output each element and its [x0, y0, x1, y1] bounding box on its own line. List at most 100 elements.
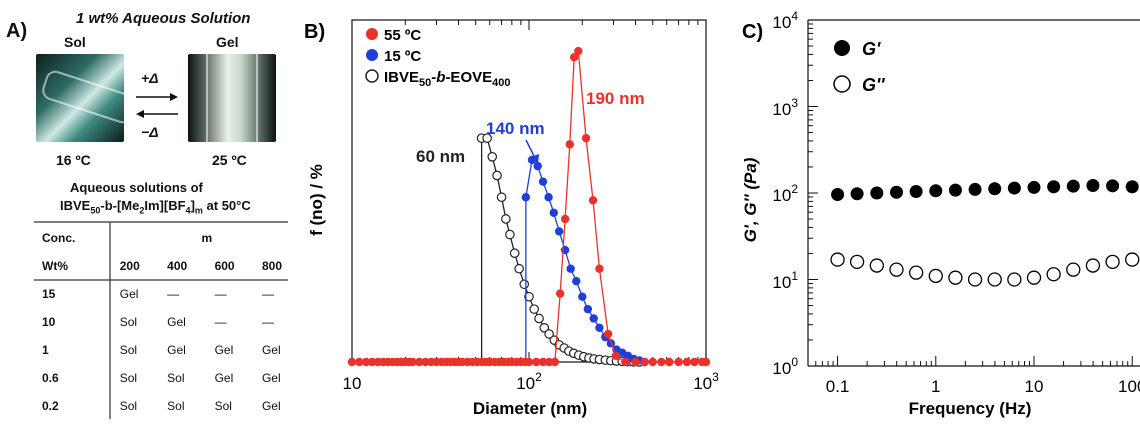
data-point-55c	[555, 289, 565, 298]
data-point-g-double-prime	[1125, 252, 1140, 267]
data-point-55c	[674, 357, 683, 367]
m-value: 400	[167, 259, 188, 273]
data-point-15c	[560, 245, 570, 255]
state-cell: Gel	[167, 343, 186, 357]
state-cell: Sol	[119, 343, 138, 357]
state-cell: Gel	[119, 287, 139, 301]
legend-label-g-double-prime: G''	[862, 75, 885, 95]
legend-marker-g-prime	[834, 40, 850, 56]
table-row: 15 Gel — — —	[36, 280, 300, 308]
x-tick-label-1000: 103	[693, 370, 719, 393]
legend-marker-15c	[366, 49, 378, 61]
data-point-g-double-prime	[1026, 270, 1042, 285]
data-point-55c	[550, 357, 560, 367]
data-point-precursor	[539, 322, 550, 333]
data-point-55c	[560, 214, 570, 224]
data-point-precursor	[519, 279, 530, 290]
data-point-g-prime	[988, 182, 1002, 196]
data-point-55c	[595, 264, 604, 273]
rheology-chart: C) G', G'' (Pa) Frequency (Hz) 104 103 1…	[741, 9, 1140, 418]
data-point-precursor	[544, 329, 554, 339]
state-cell: Gel	[214, 371, 234, 385]
data-point-55c	[524, 357, 534, 367]
legend: 55 ºC 15 ºC IBVE50-b-EOVE400	[365, 27, 510, 89]
series-line-55c	[352, 49, 706, 363]
data-point-g-double-prime	[967, 272, 983, 287]
state-cell: Sol	[214, 399, 232, 413]
data-point-15c	[549, 208, 558, 217]
panel-c: C) G', G'' (Pa) Frequency (Hz) 104 103 1…	[740, 0, 1140, 419]
data-point-15c	[578, 292, 587, 301]
table-row: 10 Sol Gel — —	[36, 308, 300, 336]
table-caption-line1: Aqueous solutions of	[70, 180, 203, 195]
legend-label-g-prime: G'	[862, 39, 881, 59]
m-value: 600	[214, 259, 235, 273]
table-row: 1 Sol Gel Gel Gel	[36, 336, 300, 364]
peak-arrowhead-140nm	[531, 154, 539, 164]
data-point-55c	[648, 357, 657, 367]
gel-vial-photo	[188, 54, 276, 142]
data-point-g-prime	[1027, 180, 1041, 194]
x-axis-label: Diameter (nm)	[473, 399, 587, 418]
data-point-precursor	[501, 214, 511, 224]
sol-label: Sol	[64, 34, 86, 50]
legend-marker-55c	[366, 28, 378, 40]
gel-temperature: 25 ºC	[212, 152, 247, 168]
data-point-g-prime	[1086, 179, 1100, 193]
data-point-55c	[347, 357, 357, 367]
data-point-15c	[572, 276, 581, 286]
state-cell: Sol	[167, 371, 185, 385]
data-point-15c	[538, 177, 548, 186]
data-point-precursor	[482, 133, 492, 143]
x-axis-label: Frequency (Hz)	[909, 399, 1032, 418]
data-point-g-prime	[850, 187, 864, 201]
state-cell: —	[261, 287, 274, 301]
conc-cell: 0.2	[42, 399, 59, 413]
legend-label-55c: 55 ºC	[384, 27, 421, 44]
data-point-15c	[544, 193, 553, 202]
data-point-g-double-prime	[889, 262, 904, 277]
data-point-g-double-prime	[987, 272, 1002, 287]
m-header: m	[201, 231, 213, 245]
data-point-15c	[554, 227, 564, 236]
x-tick-label-100: 100	[1118, 377, 1140, 396]
x-tick-label-10: 10	[343, 374, 362, 393]
data-point-55c	[665, 357, 674, 367]
data-point-55c	[581, 133, 591, 143]
data-point-55c	[538, 357, 548, 367]
data-point-55c	[565, 140, 574, 149]
data-point-55c	[631, 357, 640, 367]
data-point-g-prime	[889, 185, 903, 199]
data-point-g-prime	[968, 182, 982, 196]
data-point-g-double-prime	[869, 258, 884, 273]
data-point-g-prime	[929, 184, 943, 198]
state-cell: —	[261, 315, 274, 329]
conc-cell: 1	[42, 343, 49, 357]
y-axis-label: G', G'' (Pa)	[741, 157, 760, 242]
data-point-55c	[603, 329, 613, 339]
state-cell: Gel	[261, 399, 281, 413]
cooling-label: −Δ	[141, 124, 159, 140]
peak-label-190nm: 190 nm	[586, 89, 645, 108]
conc-header: Conc.	[42, 231, 76, 245]
y-tick-label-10e3: 103	[772, 96, 798, 119]
gel-label: Gel	[216, 34, 239, 50]
table-row: 0.2 Sol Sol Sol Gel	[36, 392, 300, 420]
peak-label-140nm: 140 nm	[486, 119, 545, 138]
data-point-g-prime	[1125, 180, 1139, 194]
panel-a-title: 1 wt% Aqueous Solution	[76, 10, 251, 27]
data-point-precursor	[529, 304, 540, 314]
data-point-g-prime	[870, 186, 884, 200]
panel-b-label: B)	[304, 21, 325, 43]
data-point-55c	[408, 357, 417, 367]
data-point-55c	[415, 357, 424, 367]
data-point-precursor	[487, 152, 498, 162]
series-group	[830, 179, 1140, 287]
panel-a-label: A)	[6, 20, 28, 42]
equilibrium-arrows	[136, 93, 178, 118]
sol-gel-table: Conc. m Wt% 200 400 600 800 15 Gel — — —…	[36, 224, 300, 420]
x-tick-labels: 0.1 1 10 100	[826, 377, 1140, 396]
table-caption-line2: IBVE50-b-[Me2Im][BF4]m at 50°C	[60, 198, 251, 216]
state-cell: Sol	[119, 399, 138, 413]
state-cell: Gel	[261, 343, 281, 357]
